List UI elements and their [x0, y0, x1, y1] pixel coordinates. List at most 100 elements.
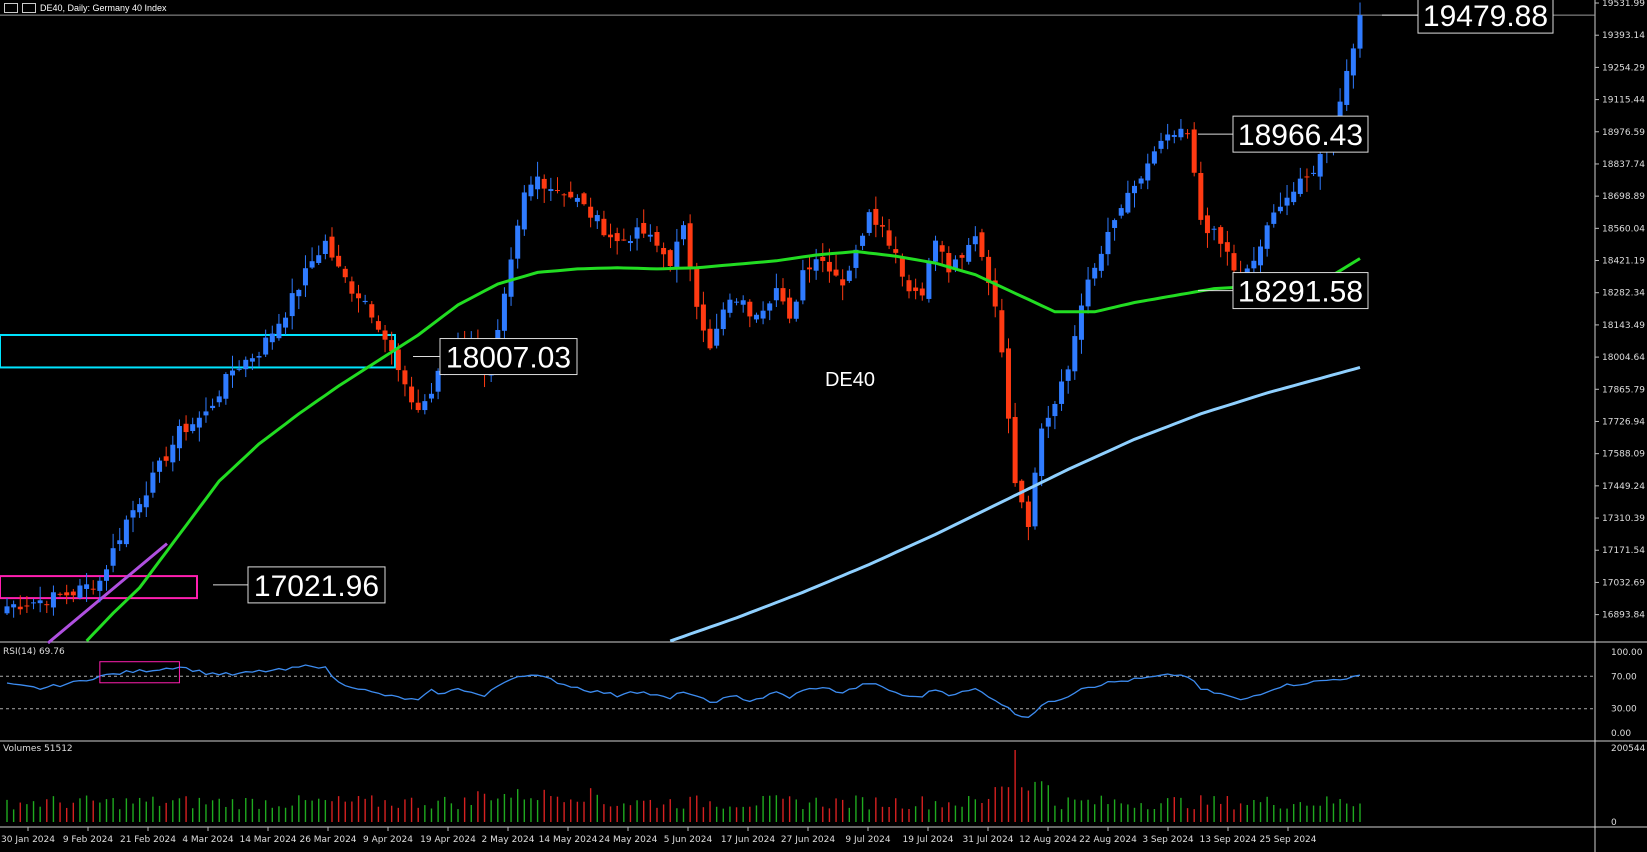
candle-body — [1231, 253, 1237, 271]
candle-body — [216, 396, 222, 403]
candle-body — [780, 288, 786, 302]
rsi-level-label: 70.00 — [1611, 672, 1637, 682]
candle-body — [886, 230, 892, 246]
candle-body — [986, 256, 992, 283]
y-tick-label: 19531.99 — [1602, 0, 1645, 9]
candle-body — [1025, 501, 1031, 527]
candle-body — [336, 255, 342, 267]
price-callout-label: 19479.88 — [1423, 0, 1548, 33]
candle-body — [979, 232, 985, 257]
candle-body — [760, 310, 766, 319]
x-tick-label: 4 Mar 2024 — [182, 835, 234, 845]
candle-body — [1059, 381, 1065, 404]
candle-body — [515, 225, 521, 259]
candle-body — [1085, 279, 1091, 307]
volume-axis-max: 200544 — [1611, 744, 1646, 754]
candle-body — [734, 301, 740, 303]
candle-body — [773, 288, 779, 301]
x-tick-label: 12 Aug 2024 — [1019, 835, 1077, 845]
candle-body — [1039, 428, 1045, 477]
candle-body — [150, 472, 156, 493]
candle-body — [594, 215, 600, 222]
candle-body — [342, 268, 348, 278]
rsi-level-label: 100.00 — [1611, 648, 1643, 658]
y-tick-label: 19115.44 — [1602, 96, 1645, 106]
candle-body — [1191, 129, 1197, 173]
candle-body — [1291, 191, 1297, 203]
candle-body — [952, 259, 958, 269]
candle-body — [866, 212, 872, 233]
x-tick-label: 9 Jul 2024 — [845, 835, 890, 845]
candle-body — [1132, 185, 1137, 194]
support-zone-box — [0, 575, 198, 600]
y-tick-label: 18976.59 — [1602, 128, 1645, 138]
candle-body — [117, 540, 123, 545]
candle-body — [647, 234, 653, 237]
candle-body — [1204, 215, 1210, 234]
candle-body — [933, 240, 939, 262]
price-callout-label: 18007.03 — [446, 342, 571, 375]
candle-body — [157, 460, 163, 472]
candle-body — [170, 444, 176, 463]
candle-body — [137, 504, 143, 513]
candle-body — [999, 310, 1005, 353]
candle-body — [667, 250, 673, 267]
price-callout-box — [247, 566, 386, 604]
y-tick-label: 17588.09 — [1602, 450, 1645, 460]
candle-body — [1005, 348, 1011, 419]
candle-body — [521, 192, 527, 230]
chart-title: DE40, Daily: Germany 40 Index — [40, 3, 167, 13]
candle-body — [1125, 192, 1131, 213]
candle-body — [641, 222, 647, 234]
candle-body — [1145, 163, 1151, 181]
candle-body — [906, 280, 912, 292]
candle-body — [1277, 206, 1283, 212]
candle-body — [1158, 140, 1164, 149]
price-callout-box — [439, 338, 578, 376]
candle-body — [727, 299, 733, 313]
candle-body — [84, 584, 90, 589]
candle-body — [316, 255, 322, 263]
candle-body — [972, 236, 978, 245]
candle-body — [97, 580, 103, 591]
grid-icon — [4, 3, 18, 13]
y-tick-label: 18560.04 — [1602, 224, 1645, 234]
candle-body — [230, 370, 235, 376]
y-tick-label: 17449.24 — [1602, 482, 1645, 492]
candle-body — [687, 223, 693, 269]
candle-body — [362, 300, 368, 303]
candle-body — [554, 190, 560, 192]
x-tick-label: 31 Jul 2024 — [963, 835, 1014, 845]
candle-body — [800, 270, 806, 301]
candle-body — [561, 194, 567, 196]
candle-body — [926, 260, 932, 299]
candle-body — [893, 249, 899, 253]
candle-body — [110, 548, 116, 566]
candle-body — [1264, 225, 1270, 249]
candle-body — [1065, 369, 1071, 381]
candle-body — [256, 356, 262, 358]
candle-body — [787, 297, 793, 319]
candle-body — [753, 314, 759, 320]
rsi-line — [6, 664, 1361, 718]
candle-body — [1078, 305, 1084, 340]
candle-body — [276, 323, 282, 339]
candle-body — [966, 244, 972, 262]
candle-body — [389, 340, 395, 352]
candle-body — [574, 197, 580, 202]
candle-body — [409, 386, 415, 403]
volume-bars — [6, 750, 1361, 822]
candle-body — [382, 330, 388, 340]
candle-body — [4, 606, 10, 614]
candle-body — [501, 293, 507, 331]
candle-body — [349, 281, 355, 294]
candle-body — [37, 600, 43, 604]
candle-body — [1105, 231, 1111, 255]
candle-body — [913, 287, 919, 291]
chart-type-icon[interactable] — [22, 3, 36, 13]
x-tick-label: 27 Jun 2024 — [781, 835, 835, 845]
x-tick-label: 3 Sep 2024 — [1142, 835, 1194, 845]
candle-body — [853, 249, 859, 268]
candle-body — [581, 193, 587, 205]
